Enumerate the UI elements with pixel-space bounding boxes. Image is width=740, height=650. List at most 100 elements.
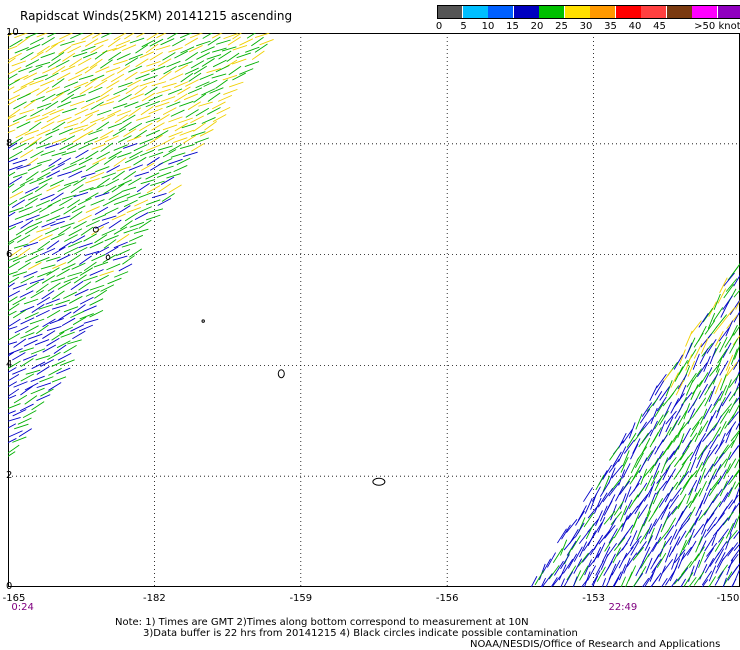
note-line-2: 3)Data buffer is 22 hrs from 20141215 4)…	[143, 628, 578, 639]
wind-vector	[627, 505, 639, 520]
wind-vector	[116, 65, 131, 74]
wind-vector	[622, 463, 631, 479]
wind-vector	[8, 199, 18, 207]
wind-vector	[93, 261, 109, 268]
wind-vector	[692, 380, 703, 395]
wind-map[interactable]	[8, 33, 740, 587]
wind-vector	[140, 68, 155, 74]
wind-vector	[149, 51, 163, 61]
wind-vector	[57, 101, 72, 108]
wind-vector	[48, 157, 62, 167]
wind-vector	[116, 53, 131, 61]
wind-vector	[67, 86, 81, 95]
wind-vector	[206, 67, 221, 74]
wind-vector	[228, 65, 242, 76]
wind-vector	[83, 233, 97, 242]
wind-vector	[703, 463, 714, 479]
wind-vector	[187, 101, 202, 111]
wind-vector	[718, 492, 729, 508]
wind-vector	[608, 458, 620, 473]
wind-vector	[45, 143, 60, 149]
wind-vector	[99, 101, 115, 107]
wind-vector	[8, 157, 18, 163]
wind-vector	[687, 398, 698, 414]
wind-vector	[664, 486, 674, 503]
wind-vector	[552, 548, 563, 563]
wind-vector	[38, 177, 53, 185]
wind-vector	[618, 564, 627, 581]
wind-vector	[626, 432, 637, 448]
wind-vector	[733, 379, 740, 396]
wind-vector	[128, 53, 143, 60]
wind-vector	[699, 467, 706, 485]
wind-vector	[8, 114, 16, 120]
wind-vector	[129, 221, 145, 228]
wind-vector	[89, 185, 105, 191]
wind-vector	[42, 344, 57, 353]
wind-vector	[14, 33, 29, 39]
wind-vector	[85, 206, 100, 214]
wind-vector	[715, 314, 728, 329]
wind-vector	[8, 388, 20, 397]
wind-vector	[73, 192, 89, 198]
wind-vector	[718, 327, 730, 342]
wind-vector	[646, 398, 659, 412]
wind-vector	[143, 74, 158, 82]
wind-vector	[597, 492, 608, 508]
wind-vector	[90, 199, 105, 206]
latitude-label: 6	[6, 248, 13, 260]
colorbar-label: 45	[653, 21, 666, 32]
wind-vector	[100, 59, 113, 69]
wind-vector	[695, 536, 703, 553]
wind-vector	[118, 263, 133, 272]
wind-vector	[79, 267, 94, 276]
wind-vector	[8, 310, 17, 317]
wind-vector	[552, 572, 564, 587]
wind-vector	[664, 546, 672, 563]
wind-vector	[44, 72, 59, 81]
wind-vector	[598, 530, 610, 545]
wind-vector	[680, 417, 692, 432]
wind-vector	[35, 309, 50, 318]
wind-vector	[727, 553, 739, 569]
wind-vector	[160, 176, 175, 185]
colorbar-segment	[641, 5, 666, 19]
wind-vector	[74, 288, 89, 297]
wind-vector	[129, 93, 144, 100]
wind-vector	[19, 109, 34, 115]
wind-vector	[52, 137, 67, 144]
wind-vector	[652, 488, 661, 505]
wind-vector	[13, 381, 28, 388]
wind-vector	[684, 522, 695, 538]
wind-vector	[46, 256, 61, 262]
wind-vector	[50, 206, 65, 214]
wind-vector	[14, 325, 29, 334]
wind-vector	[184, 67, 199, 75]
wind-vector	[686, 540, 697, 556]
wind-vector	[29, 234, 43, 243]
wind-vector	[604, 536, 615, 552]
wind-vector	[636, 523, 644, 541]
wind-vector	[73, 124, 89, 130]
wind-vector	[19, 403, 34, 412]
wind-vector	[104, 235, 119, 242]
wind-vector	[60, 93, 75, 103]
wind-vector	[671, 553, 678, 570]
wind-vector	[149, 38, 164, 47]
wind-vector	[71, 205, 86, 214]
wind-vector	[68, 228, 83, 237]
wind-vector	[190, 115, 204, 124]
wind-vector	[691, 416, 703, 431]
wind-vector	[659, 444, 670, 460]
wind-vector	[721, 547, 734, 561]
wind-vector	[719, 480, 728, 497]
wind-vector	[719, 277, 728, 294]
wind-vector	[645, 557, 653, 574]
wind-vector	[60, 359, 75, 366]
wind-vector	[40, 150, 56, 156]
wind-vector	[28, 65, 43, 73]
wind-vector	[35, 61, 51, 67]
wind-vector	[727, 481, 736, 498]
wind-vector	[72, 134, 86, 143]
wind-vector	[29, 37, 44, 45]
